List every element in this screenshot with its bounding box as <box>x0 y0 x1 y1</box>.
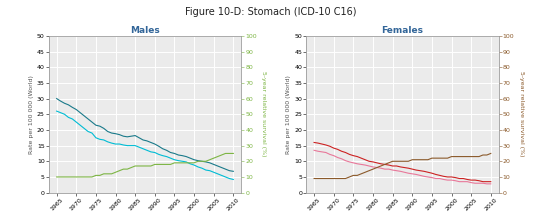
Y-axis label: 5-year relative survival (%): 5-year relative survival (%) <box>519 71 524 157</box>
Title: Males: Males <box>130 26 160 35</box>
Y-axis label: Rate per 100 000 (World): Rate per 100 000 (World) <box>286 75 292 154</box>
Y-axis label: Rate per 100 000 (World): Rate per 100 000 (World) <box>29 75 34 154</box>
Text: Figure 10-D: Stomach (ICD-10 C16): Figure 10-D: Stomach (ICD-10 C16) <box>185 7 357 17</box>
Y-axis label: 5-year relative survival (%): 5-year relative survival (%) <box>261 71 266 157</box>
Title: Females: Females <box>382 26 423 35</box>
